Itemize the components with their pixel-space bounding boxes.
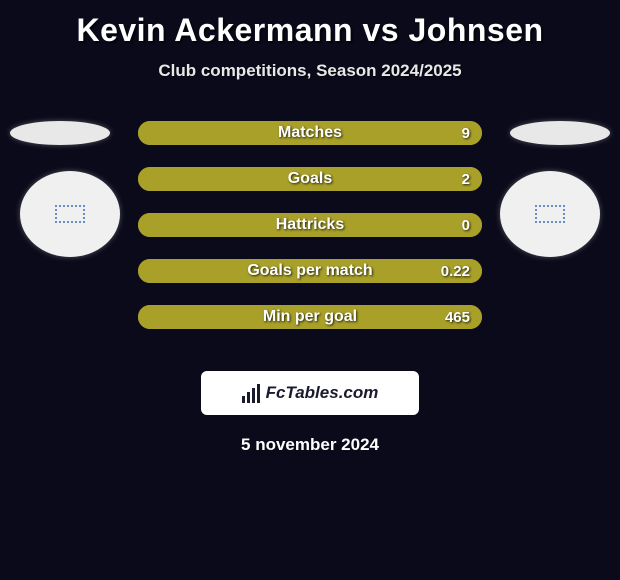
- page-title: Kevin Ackermann vs Johnsen: [0, 0, 620, 49]
- stat-value: 0.22: [441, 263, 470, 280]
- stats-container: Matches 9 Goals 2 Hattricks 0 Goals per …: [138, 121, 482, 351]
- right-player-circle: [500, 171, 600, 257]
- stat-value: 465: [445, 309, 470, 326]
- stat-bar-min-per-goal: Min per goal 465: [138, 305, 482, 329]
- stat-label: Goals per match: [247, 262, 372, 280]
- stat-value: 2: [462, 171, 470, 188]
- right-player-ellipse: [510, 121, 610, 145]
- left-player-ellipse: [10, 121, 110, 145]
- stat-bar-hattricks: Hattricks 0: [138, 213, 482, 237]
- right-player-badge-icon: [535, 205, 565, 223]
- footer-logo: FcTables.com: [242, 383, 379, 403]
- stat-label: Min per goal: [263, 308, 357, 326]
- stat-bar-goals-per-match: Goals per match 0.22: [138, 259, 482, 283]
- footer-brand-box[interactable]: FcTables.com: [201, 371, 419, 415]
- stat-bar-matches: Matches 9: [138, 121, 482, 145]
- left-player-circle: [20, 171, 120, 257]
- footer-date: 5 november 2024: [0, 435, 620, 455]
- chart-icon: [242, 383, 260, 403]
- stat-label: Goals: [288, 170, 332, 188]
- subtitle: Club competitions, Season 2024/2025: [0, 61, 620, 81]
- stat-label: Hattricks: [276, 216, 344, 234]
- content-area: Matches 9 Goals 2 Hattricks 0 Goals per …: [0, 121, 620, 341]
- stat-label: Matches: [278, 124, 342, 142]
- stat-value: 9: [462, 125, 470, 142]
- stat-bar-goals: Goals 2: [138, 167, 482, 191]
- left-player-badge-icon: [55, 205, 85, 223]
- stat-value: 0: [462, 217, 470, 234]
- footer-logo-text: FcTables.com: [266, 383, 379, 403]
